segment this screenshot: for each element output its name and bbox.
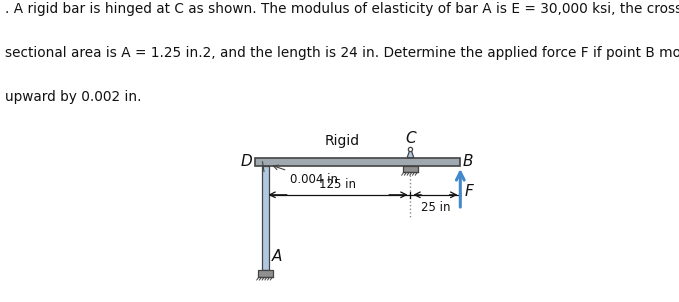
- Text: 25 in: 25 in: [420, 201, 450, 214]
- Bar: [255, 158, 460, 166]
- Bar: [403, 166, 418, 172]
- Text: Rigid: Rigid: [324, 134, 359, 148]
- Polygon shape: [407, 148, 414, 158]
- Text: 125 in: 125 in: [320, 178, 356, 191]
- Circle shape: [408, 147, 413, 152]
- Text: D: D: [240, 154, 252, 169]
- Text: F: F: [465, 184, 473, 198]
- Bar: [263, 166, 268, 270]
- Bar: [257, 270, 274, 277]
- Text: B: B: [462, 154, 473, 169]
- Text: C: C: [406, 130, 416, 146]
- Text: 0.004 in: 0.004 in: [273, 165, 338, 186]
- Text: upward by 0.002 in.: upward by 0.002 in.: [5, 89, 142, 104]
- Text: A: A: [272, 249, 282, 264]
- Text: sectional area is A = 1.25 in.2, and the length is 24 in. Determine the applied : sectional area is A = 1.25 in.2, and the…: [5, 46, 679, 60]
- Text: . A rigid bar is hinged at C as shown. The modulus of elasticity of bar A is E =: . A rigid bar is hinged at C as shown. T…: [5, 2, 679, 16]
